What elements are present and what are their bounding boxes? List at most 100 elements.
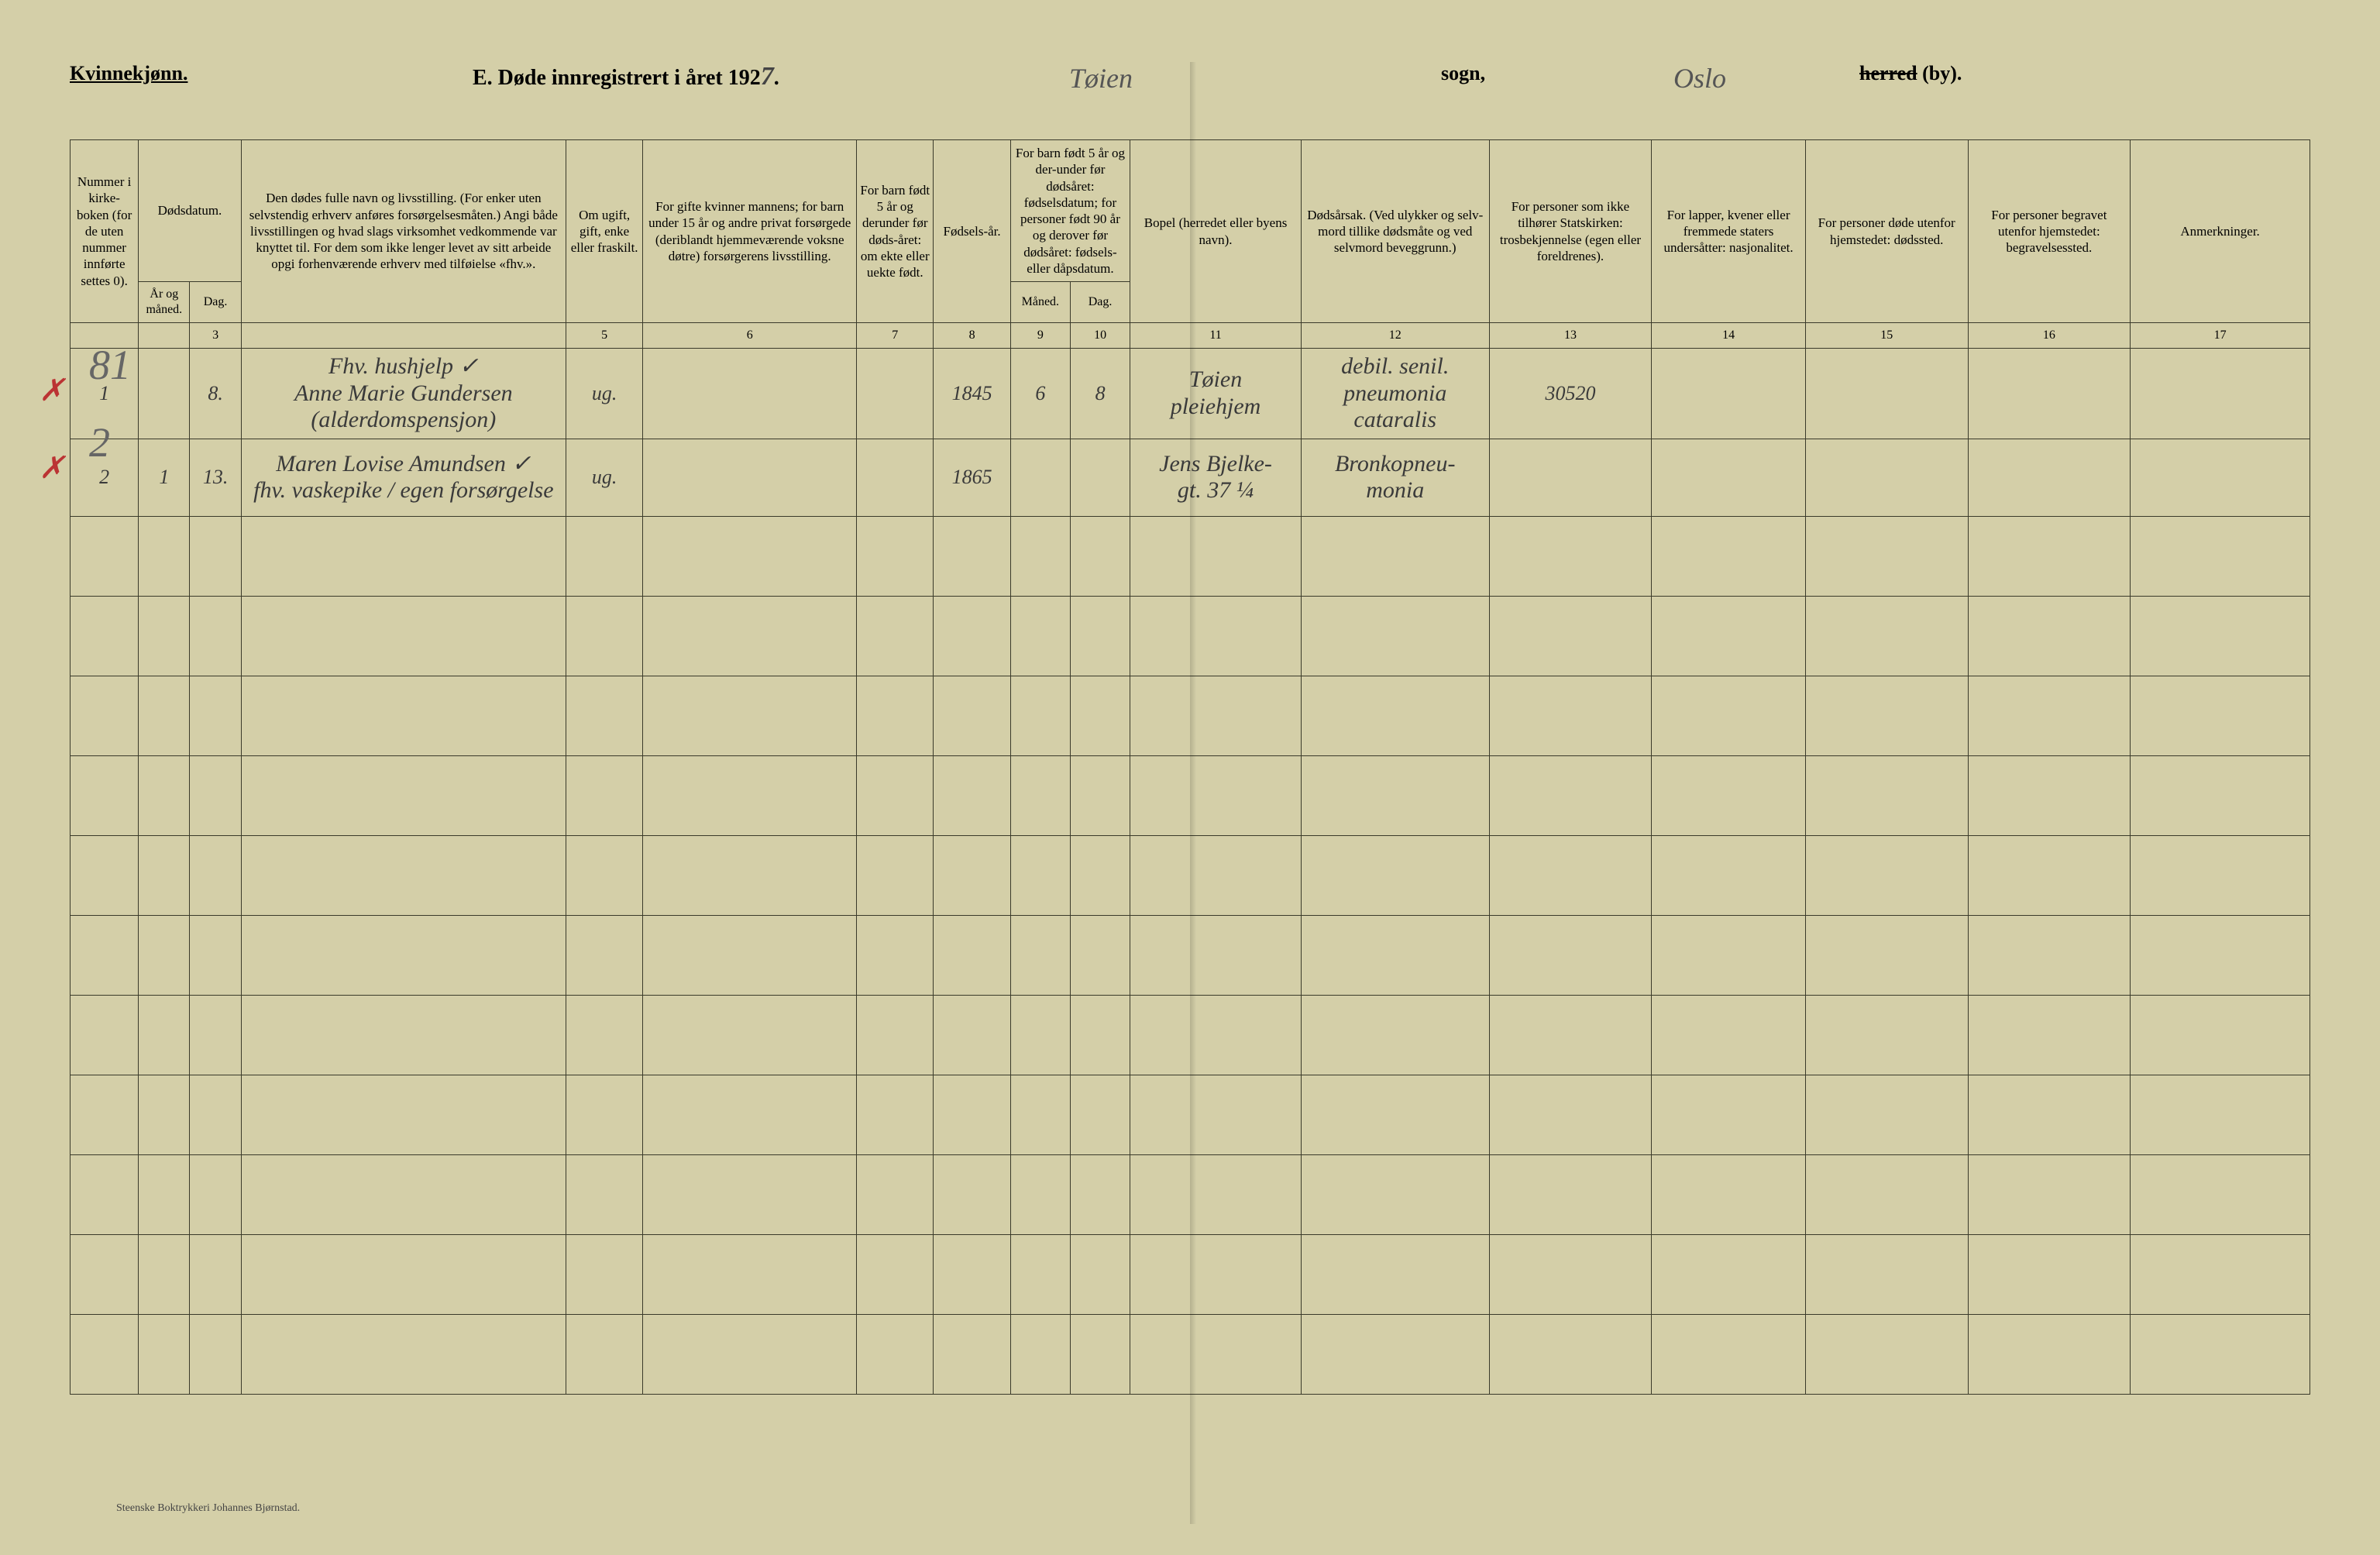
- cell-blank: [1301, 676, 1489, 755]
- cell-blank: [934, 516, 1010, 596]
- table-row-blank: [71, 835, 2310, 915]
- cell-blank: [1130, 516, 1302, 596]
- cell-blank: [1070, 995, 1130, 1075]
- cell-blank: [1070, 1314, 1130, 1394]
- cell-burial: [1968, 439, 2131, 516]
- margin-pencil-mark: 2: [89, 418, 110, 466]
- cell-blank: [71, 995, 139, 1075]
- col-h1: Nummer i kirke-boken (for de uten nummer…: [71, 140, 139, 323]
- cell-blank: [1130, 676, 1302, 755]
- cell-blank: [934, 915, 1010, 995]
- cell-blank: [1968, 915, 2131, 995]
- cell-blank: [1652, 995, 1806, 1075]
- title-row: Kvinnekjønn. E. Døde innregistrert i åre…: [70, 62, 2310, 108]
- cell-blank: [2131, 1154, 2310, 1234]
- cell-blank: [1489, 755, 1652, 835]
- cell-blank: [2131, 516, 2310, 596]
- herred-label: herred (by).: [1859, 62, 1962, 85]
- cell-blank: [1805, 915, 1968, 995]
- cell-blank: [71, 915, 139, 995]
- cell-residence: Tøien pleiehjem: [1130, 349, 1302, 439]
- cell-blank: [1130, 995, 1302, 1075]
- cell-blank: [934, 596, 1010, 676]
- margin-red-mark: ✗: [39, 449, 65, 486]
- cell-blank: [566, 596, 642, 676]
- cell-blank: [643, 676, 857, 755]
- herred-strike: herred: [1859, 62, 1917, 84]
- cell-blank: [71, 1075, 139, 1154]
- col-h2a: År og måned.: [139, 282, 190, 323]
- cell-blank: [934, 995, 1010, 1075]
- cell-blank: [190, 1075, 241, 1154]
- cell-notes: [2131, 349, 2310, 439]
- table-row-blank: [71, 915, 2310, 995]
- col-h8b: Dag.: [1070, 282, 1130, 323]
- cell-blank: [857, 995, 934, 1075]
- cell-civil: ug.: [566, 439, 642, 516]
- cell-blank: [241, 1314, 566, 1394]
- cell-blank: [139, 835, 190, 915]
- cell-blank: [1070, 915, 1130, 995]
- year-suffix: 7: [761, 62, 774, 91]
- cell-blank: [71, 1154, 139, 1234]
- cell-notes: [2131, 439, 2310, 516]
- cell-blank: [566, 1154, 642, 1234]
- col-h8a: Måned.: [1010, 282, 1070, 323]
- cell-blank: [1968, 755, 2131, 835]
- cell-blank: [241, 1154, 566, 1234]
- cell-blank: [934, 1154, 1010, 1234]
- col-h8: For barn født 5 år og der-under før døds…: [1010, 140, 1130, 282]
- cell-blank: [190, 835, 241, 915]
- cell-blank: [139, 676, 190, 755]
- col-h6: For barn født 5 år og derunder før døds-…: [857, 140, 934, 323]
- cell-blank: [2131, 915, 2310, 995]
- cell-blank: [1805, 596, 1968, 676]
- cell-blank: [2131, 1314, 2310, 1394]
- cell-blank: [2131, 1234, 2310, 1314]
- table-row-blank: [71, 1075, 2310, 1154]
- cell-blank: [1652, 915, 1806, 995]
- cell-blank: [139, 1234, 190, 1314]
- cell-blank: [139, 1314, 190, 1394]
- cell-blank: [1010, 516, 1070, 596]
- cell-blank: [190, 1314, 241, 1394]
- herred-rest: (by).: [1917, 62, 1962, 84]
- cell-blank: [1968, 676, 2131, 755]
- cell-blank: [1070, 835, 1130, 915]
- colnum: [139, 323, 190, 349]
- cell-blank: [1130, 755, 1302, 835]
- cell-blank: [1652, 676, 1806, 755]
- col-h2b: Dag.: [190, 282, 241, 323]
- cell-blank: [139, 755, 190, 835]
- cell-cause: Bronkopneu- monia: [1301, 439, 1489, 516]
- cell-blank: [241, 835, 566, 915]
- column-numbers-row: 3 5 6 7 8 9 10 11 12 13 14 15 16 17: [71, 323, 2310, 349]
- cell-blank: [1489, 1314, 1652, 1394]
- cell-blank: [1968, 1314, 2131, 1394]
- colnum: 14: [1652, 323, 1806, 349]
- cell-blank: [1301, 1234, 1489, 1314]
- cell-name: Maren Lovise Amundsen ✓ fhv. vaskepike /…: [241, 439, 566, 516]
- cell-blank: [139, 1154, 190, 1234]
- cell-blank: [1301, 995, 1489, 1075]
- cell-blank: [1652, 1075, 1806, 1154]
- printer-footer: Steenske Boktrykkeri Johannes Bjørnstad.: [116, 1502, 300, 1515]
- cell-blank: [71, 516, 139, 596]
- cell-blank: [241, 596, 566, 676]
- cell-blank: [643, 1075, 857, 1154]
- table-row-blank: [71, 516, 2310, 596]
- page-title: E. Døde innregistrert i året 1927.: [473, 62, 779, 91]
- cell-blank: [1130, 835, 1302, 915]
- cell-provider: [643, 439, 857, 516]
- cell-blank: [2131, 676, 2310, 755]
- cell-blank: [1130, 596, 1302, 676]
- cell-blank: [1301, 1314, 1489, 1394]
- cell-bd: [1070, 439, 1130, 516]
- colnum: 7: [857, 323, 934, 349]
- cell-blank: [2131, 755, 2310, 835]
- cell-cause: debil. senil. pneumonia cataralis: [1301, 349, 1489, 439]
- cell-blank: [71, 1314, 139, 1394]
- table-row-blank: [71, 1234, 2310, 1314]
- cell-blank: [190, 516, 241, 596]
- cell-faith: 30520: [1489, 349, 1652, 439]
